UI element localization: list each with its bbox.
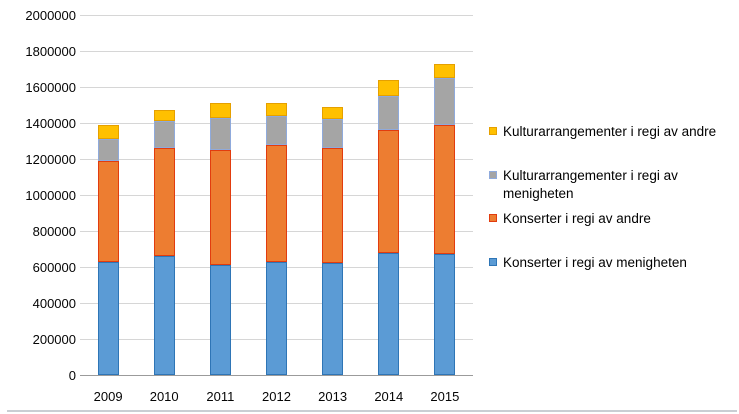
legend-item: Kulturarrangementer i regi av menigheten — [489, 167, 678, 203]
y-axis-tick-label: 400000 — [32, 295, 76, 311]
legend-label: Konserter i regi av menigheten — [503, 255, 687, 270]
bar-segment — [153, 110, 175, 122]
bar-segment — [266, 261, 287, 375]
bar-column — [209, 103, 231, 375]
bar-segment — [209, 103, 231, 118]
bar-segment — [434, 124, 456, 255]
bar-segment — [378, 79, 400, 97]
bar-segment — [322, 148, 344, 264]
bar-segment — [434, 78, 456, 125]
bar-segment — [97, 139, 119, 161]
bar-segment — [209, 117, 231, 150]
y-axis-tick-label: 0 — [68, 367, 76, 383]
bar-column — [153, 110, 175, 375]
bar-segment — [266, 144, 287, 262]
bar-column — [266, 103, 287, 375]
y-axis-tick-label: 1400000 — [25, 115, 76, 131]
bar-column — [322, 106, 344, 375]
bar-column — [434, 63, 456, 375]
x-axis-label: 2012 — [262, 389, 291, 404]
bar-segment — [266, 103, 287, 116]
bar-segment — [434, 254, 456, 375]
bar-segment — [97, 160, 119, 262]
legend-marker-icon — [489, 127, 497, 135]
bar-segment — [209, 150, 231, 266]
y-axis-tick-label: 1000000 — [25, 187, 76, 203]
x-axis-label: 2013 — [318, 389, 348, 404]
x-axis-line — [80, 375, 473, 376]
bottom-divider — [7, 410, 737, 412]
bar-segment — [97, 261, 119, 375]
bar-segment — [322, 106, 344, 120]
y-axis-tick-label: 200000 — [32, 331, 76, 347]
bar-column — [97, 124, 119, 375]
bar-segment — [209, 265, 231, 375]
bar-segment — [322, 119, 344, 149]
bar-segment — [153, 256, 175, 375]
legend-label: Konserter i regi av andre — [503, 211, 651, 226]
bar-segment — [322, 263, 344, 375]
x-axis-label: 2009 — [93, 389, 123, 404]
bar-segment — [266, 115, 287, 145]
x-axis-label: 2014 — [374, 389, 404, 404]
y-axis-tick-label: 800000 — [32, 223, 76, 239]
bar-segment — [378, 96, 400, 131]
legend-marker-icon — [489, 214, 497, 222]
y-axis-tick-label: 1800000 — [25, 43, 76, 59]
gridline — [80, 87, 473, 88]
gridline — [80, 51, 473, 52]
y-axis-tick-label: 1600000 — [25, 79, 76, 95]
legend-item: Kulturarrangementer i regi av andre — [489, 123, 716, 141]
bar-segment — [153, 121, 175, 149]
legend-item: Konserter i regi av andre — [489, 210, 651, 228]
y-axis-tick-label: 2000000 — [25, 7, 76, 23]
x-axis-label: 2015 — [430, 389, 460, 404]
bar-segment — [378, 252, 400, 375]
legend-item: Konserter i regi av menigheten — [489, 254, 687, 272]
legend-label: Kulturarrangementer i regi av menigheten — [503, 168, 678, 201]
legend-label: Kulturarrangementer i regi av andre — [503, 124, 717, 139]
bar-column — [378, 79, 400, 375]
y-axis-tick-label: 1200000 — [25, 151, 76, 167]
legend-marker-icon — [489, 171, 497, 179]
gridline — [80, 15, 473, 16]
y-axis-tick-label: 600000 — [32, 259, 76, 275]
bar-segment — [378, 130, 400, 253]
bar-segment — [153, 148, 175, 257]
x-axis-label: 2010 — [149, 389, 179, 404]
bar-segment — [97, 124, 119, 140]
bar-segment — [434, 63, 456, 78]
x-axis-label: 2011 — [206, 389, 235, 404]
legend-marker-icon — [489, 258, 497, 266]
